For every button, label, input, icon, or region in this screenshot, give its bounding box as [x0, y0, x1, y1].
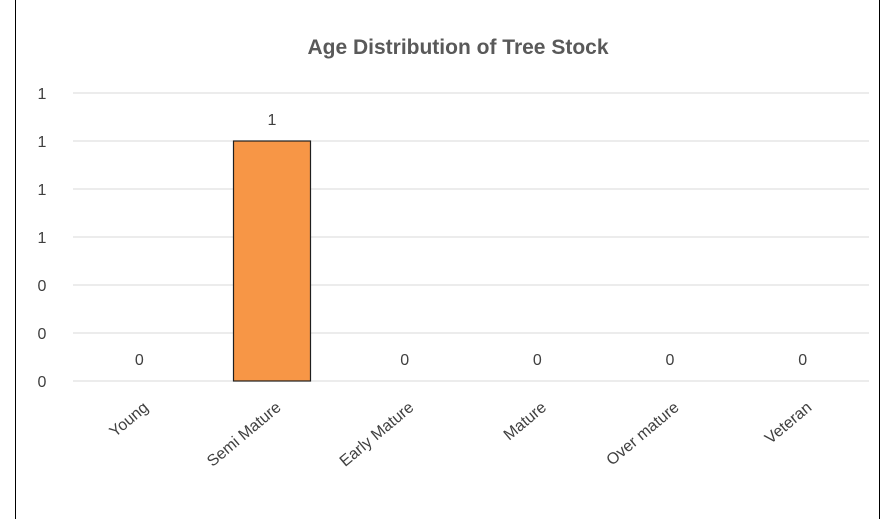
y-tick-label: 1 [38, 230, 47, 247]
data-labels: 0 1 0 0 0 0 [135, 112, 807, 369]
x-category-label: Semi Mature [204, 399, 284, 470]
x-category-label: Mature [501, 399, 550, 444]
x-category-label: Veteran [762, 399, 815, 447]
y-axis-tick-labels: 0 0 0 1 1 1 1 [38, 86, 47, 391]
data-label: 0 [798, 352, 807, 369]
data-label: 0 [400, 352, 409, 369]
x-category-label: Young [107, 399, 152, 441]
x-axis-category-labels: Young Semi Mature Early Mature Mature Over m… [107, 399, 816, 470]
y-tick-label: 1 [38, 134, 47, 151]
y-tick-label: 0 [38, 374, 47, 391]
chart-title: Age Distribution of Tree Stock [307, 36, 608, 59]
y-tick-label: 1 [38, 182, 47, 199]
y-tick-label: 1 [38, 86, 47, 103]
x-category-label: Early Mature [337, 399, 417, 470]
chart-frame: Age Distribution of Tree Stock 0 0 0 1 1 1 1 0… [15, 0, 880, 519]
y-tick-label: 0 [38, 278, 47, 295]
gridlines [73, 92, 869, 382]
bars [232, 140, 312, 382]
y-tick-label: 0 [38, 326, 47, 343]
bar-chart: Age Distribution of Tree Stock 0 0 0 1 1 1 1 0… [38, 36, 869, 470]
bar [232, 140, 312, 382]
data-label: 0 [666, 352, 675, 369]
data-label: 0 [135, 352, 144, 369]
data-label: 1 [268, 112, 277, 129]
data-label: 0 [533, 352, 542, 369]
x-category-label: Over mature [604, 399, 683, 469]
